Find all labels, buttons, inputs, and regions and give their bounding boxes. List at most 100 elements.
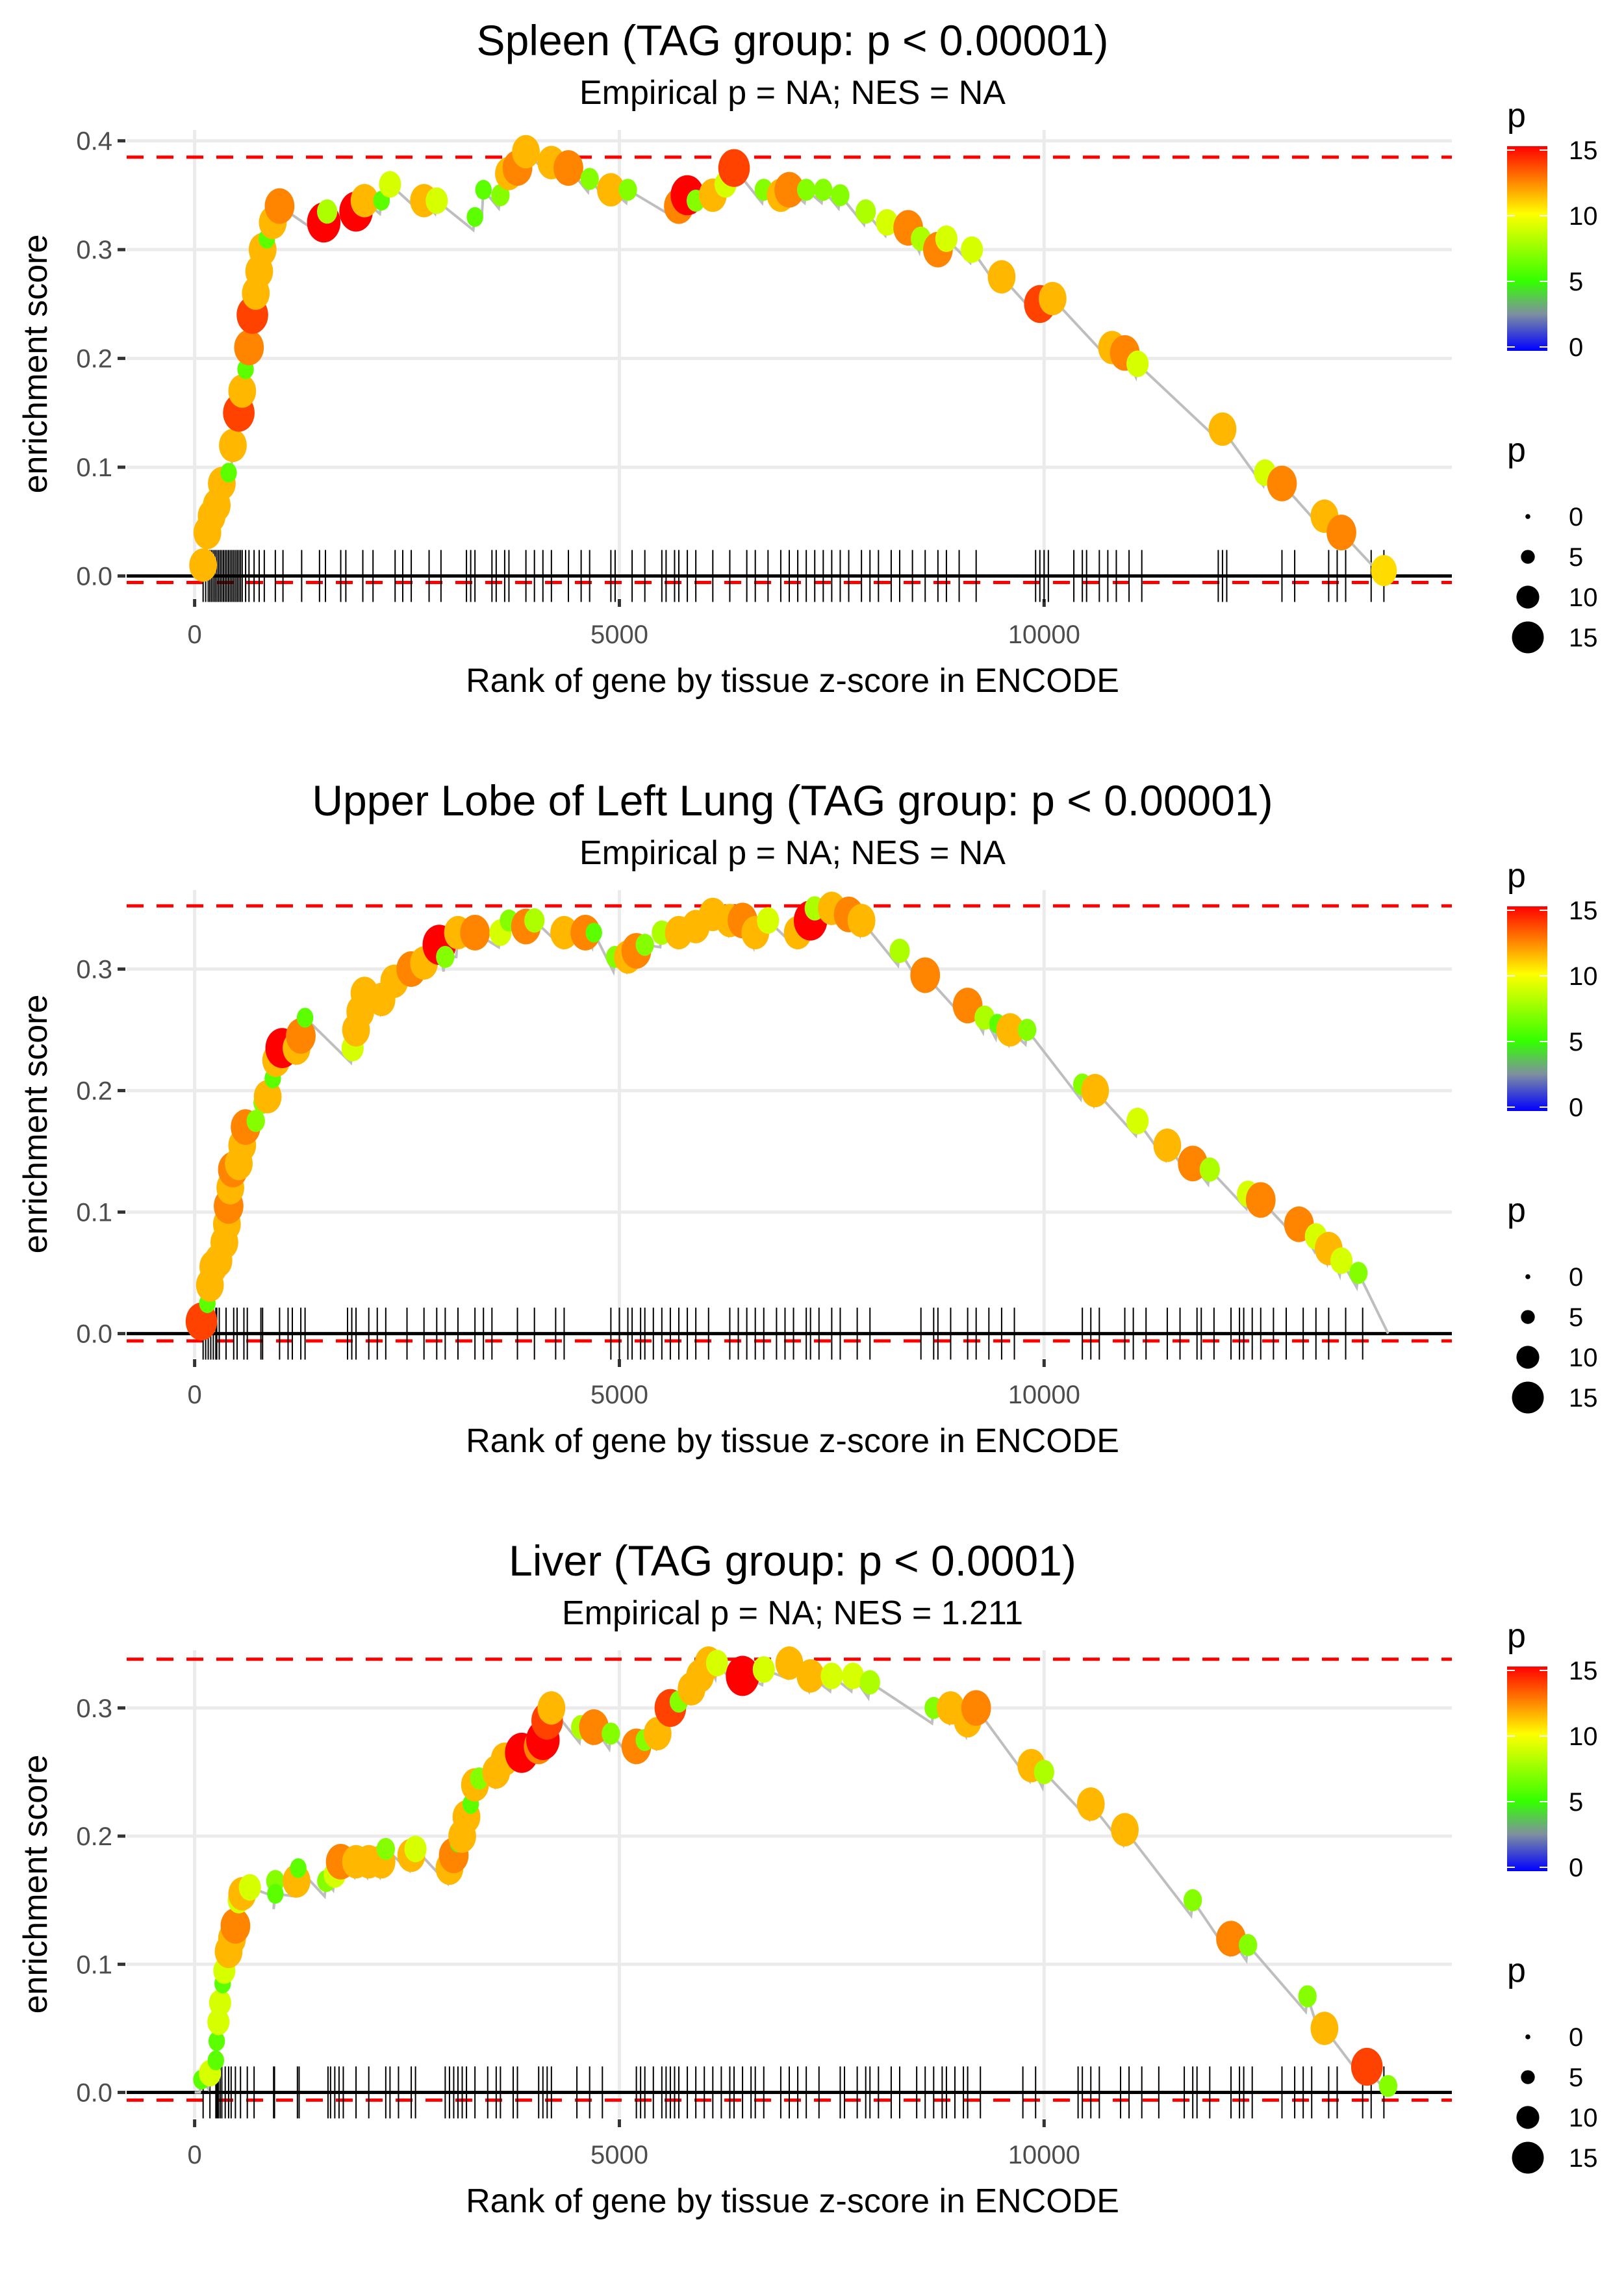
size-legend-dot	[1525, 514, 1530, 519]
gene-point	[1184, 1889, 1202, 1911]
gene-point	[961, 1690, 991, 1726]
gene-point	[207, 2008, 230, 2036]
gene-point	[253, 1080, 282, 1114]
gene-point	[752, 1656, 775, 1683]
size-legend-dot	[1521, 1310, 1535, 1324]
color-legend-title: p	[1507, 97, 1526, 134]
gene-point	[718, 149, 750, 187]
gene-point	[1038, 281, 1067, 316]
y-tick-label: 0.0	[76, 563, 112, 591]
gene-point	[219, 428, 247, 463]
gene-point	[1216, 1921, 1246, 1957]
gene-point	[524, 908, 545, 933]
size-legend-dot	[1512, 621, 1544, 654]
gene-point	[376, 1837, 395, 1860]
gene-point	[831, 184, 850, 207]
y-tick-label: 0.4	[76, 127, 112, 156]
color-legend-label: 0	[1569, 1093, 1583, 1122]
gene-point	[796, 1659, 825, 1693]
gene-point	[1199, 1157, 1220, 1182]
color-legend-label: 0	[1569, 333, 1583, 362]
gene-point	[246, 1110, 265, 1132]
color-legend-label: 15	[1569, 897, 1598, 925]
gene-point	[579, 1709, 609, 1745]
y-tick-label: 0.2	[76, 345, 112, 374]
gene-point	[847, 904, 876, 938]
gene-point	[1126, 350, 1149, 377]
gene-point	[267, 1884, 284, 1904]
size-legend-label: 0	[1569, 1263, 1583, 1292]
gene-point	[317, 199, 338, 224]
color-legend-label: 10	[1569, 202, 1598, 231]
size-legend-title: p	[1507, 1952, 1526, 1989]
gene-point	[1034, 1759, 1054, 1785]
x-axis-label: Rank of gene by tissue z-score in ENCODE	[466, 1422, 1119, 1460]
running-es-line	[194, 1658, 1389, 2096]
size-legend-label: 0	[1569, 2023, 1583, 2052]
size-legend-title: p	[1507, 431, 1526, 469]
gene-point	[1298, 1985, 1317, 2008]
legend-0: p 15 10 5 0 p 0 5 10 15	[1507, 97, 1598, 654]
panel-title: Spleen (TAG group: p < 0.00001)	[477, 16, 1109, 64]
gene-point	[842, 1662, 865, 1689]
gene-point	[1239, 1934, 1258, 1956]
running-es-line	[194, 904, 1389, 1335]
x-axis-label: Rank of gene by tissue z-score in ENCODE	[466, 662, 1119, 700]
gene-point	[602, 1722, 620, 1745]
gene-point	[209, 1989, 231, 2016]
gene-point	[491, 184, 510, 207]
x-tick-label: 0	[187, 1381, 201, 1409]
gene-point	[1018, 1019, 1037, 1041]
gene-point	[1378, 2075, 1398, 2097]
color-legend-label: 10	[1569, 1722, 1598, 1751]
y-tick-label: 0.1	[76, 454, 112, 482]
size-legend-label: 5	[1569, 1303, 1583, 1332]
panel-subtitle: Empirical p = NA; NES = NA	[579, 834, 1006, 872]
gene-point	[1371, 555, 1397, 587]
gene-point	[404, 1835, 427, 1863]
gene-point	[814, 179, 833, 201]
panel-title: Upper Lobe of Left Lung (TAG group: p < …	[312, 776, 1273, 824]
size-legend-label: 15	[1569, 624, 1598, 652]
gene-point	[350, 184, 379, 218]
gene-point	[935, 225, 958, 252]
gene-point	[820, 1662, 843, 1689]
size-legend-label: 10	[1569, 1344, 1598, 1372]
gene-point	[859, 1670, 880, 1695]
color-legend-label: 5	[1569, 1028, 1583, 1056]
color-legend-bar	[1507, 146, 1547, 351]
gene-point	[705, 1650, 728, 1677]
x-tick-label: 5000	[590, 620, 648, 649]
gene-point	[757, 907, 780, 934]
gene-point	[889, 938, 910, 964]
gene-point	[220, 463, 237, 483]
gene-point	[996, 1013, 1024, 1047]
gene-point	[537, 1691, 566, 1725]
gene-point	[220, 1908, 251, 1944]
panel-subtitle: Empirical p = NA; NES = 1.211	[562, 1594, 1023, 1632]
color-legend-label: 5	[1569, 268, 1583, 296]
panel-2: Liver (TAG group: p < 0.0001) Empirical p…	[17, 1537, 1598, 2220]
panel-subtitle: Empirical p = NA; NES = NA	[579, 74, 1006, 112]
x-tick-label: 10000	[1008, 620, 1080, 649]
size-legend-label: 10	[1569, 583, 1598, 612]
color-legend-label: 15	[1569, 136, 1598, 165]
x-tick-label: 5000	[590, 2141, 648, 2169]
gene-point	[580, 168, 599, 190]
panel-title: Liver (TAG group: p < 0.0001)	[509, 1537, 1076, 1585]
gene-point	[296, 1008, 314, 1028]
gene-point	[512, 134, 540, 169]
color-legend-label: 15	[1569, 1657, 1598, 1685]
size-legend-label: 10	[1569, 2104, 1598, 2132]
gene-point	[264, 188, 295, 224]
gene-point	[1208, 412, 1237, 446]
gene-point	[635, 934, 654, 956]
gene-point	[910, 957, 941, 993]
gene-point	[189, 548, 218, 582]
gene-point	[1330, 1247, 1353, 1274]
gene-point	[775, 1646, 804, 1680]
gene-point	[774, 172, 804, 208]
gene-point	[1245, 1182, 1276, 1218]
gene-point	[286, 1017, 316, 1054]
